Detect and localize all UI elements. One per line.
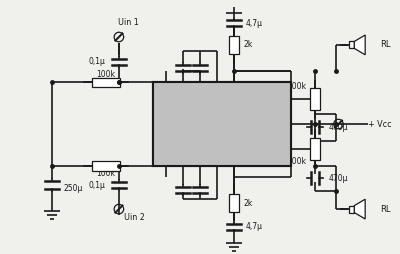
Text: 9: 9 — [164, 151, 169, 160]
Text: 10: 10 — [178, 151, 188, 160]
Text: 13: 13 — [276, 144, 286, 153]
Bar — [310, 138, 320, 160]
Text: 4: 4 — [198, 88, 202, 97]
Text: 13: 13 — [276, 144, 286, 153]
Text: + Vcc: + Vcc — [368, 120, 392, 129]
Text: 4,7μ: 4,7μ — [246, 223, 262, 231]
Text: 2k: 2k — [244, 199, 253, 208]
Text: 6: 6 — [164, 88, 169, 97]
Text: 14: 14 — [276, 120, 286, 129]
Text: RL: RL — [380, 40, 390, 50]
Text: 0,1μ: 0,1μ — [88, 181, 105, 190]
Text: 9: 9 — [164, 151, 169, 160]
Text: 4: 4 — [198, 88, 202, 97]
Bar — [229, 194, 238, 212]
Text: 3: 3 — [181, 88, 186, 97]
Text: 2: 2 — [279, 95, 284, 104]
Bar — [152, 83, 291, 166]
Text: 5: 5 — [214, 88, 219, 97]
Text: 12: 12 — [212, 151, 222, 160]
Text: Uin 2: Uin 2 — [124, 214, 145, 223]
Bar — [92, 77, 120, 87]
Text: 12: 12 — [212, 151, 222, 160]
Text: Uin 1: Uin 1 — [118, 18, 139, 27]
Text: 8: 8 — [231, 151, 236, 160]
Text: 3: 3 — [181, 88, 186, 97]
Polygon shape — [354, 35, 365, 55]
Text: 100k: 100k — [96, 70, 116, 79]
Text: 7: 7 — [231, 88, 236, 97]
Polygon shape — [354, 199, 365, 219]
Text: 470μ: 470μ — [328, 122, 348, 132]
Bar — [349, 41, 354, 48]
Text: 470μ: 470μ — [328, 174, 348, 183]
Bar — [229, 36, 238, 54]
Text: 7: 7 — [231, 88, 236, 97]
Text: 4,7μ: 4,7μ — [246, 19, 262, 28]
Text: 5: 5 — [214, 88, 219, 97]
Text: 6: 6 — [164, 88, 169, 97]
Text: 11: 11 — [195, 151, 205, 160]
Bar — [349, 206, 354, 213]
Text: 2k: 2k — [244, 40, 253, 50]
Text: 14: 14 — [276, 120, 286, 129]
Text: 10: 10 — [178, 151, 188, 160]
Text: RL: RL — [380, 204, 390, 214]
Bar — [310, 88, 320, 110]
Text: 11: 11 — [195, 151, 205, 160]
Text: 8: 8 — [231, 151, 236, 160]
Bar — [92, 161, 120, 170]
Bar — [152, 83, 291, 166]
Text: 100k: 100k — [288, 157, 306, 166]
Text: 100k: 100k — [288, 82, 306, 91]
Text: 1: 1 — [161, 120, 166, 129]
Text: 2: 2 — [279, 95, 284, 104]
Text: 0,1μ: 0,1μ — [88, 57, 105, 66]
Text: 1: 1 — [161, 120, 166, 129]
Text: 100k: 100k — [96, 169, 116, 178]
Text: 250μ: 250μ — [64, 184, 83, 193]
